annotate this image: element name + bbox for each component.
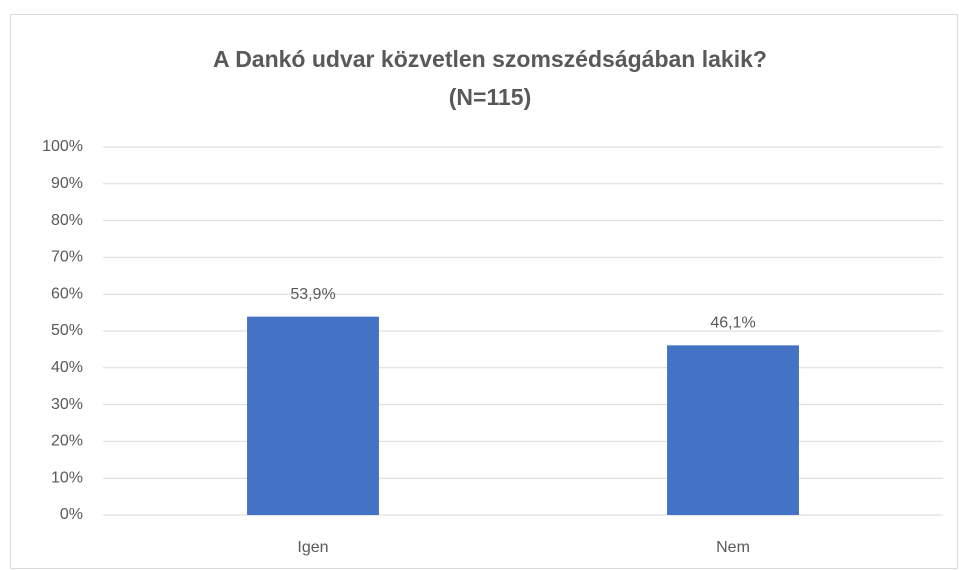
bar bbox=[667, 345, 799, 515]
y-tick-label: 90% bbox=[51, 175, 83, 192]
y-tick-label: 50% bbox=[51, 322, 83, 339]
y-tick-label: 100% bbox=[42, 138, 83, 155]
y-tick-label: 0% bbox=[60, 506, 83, 523]
x-tick-label: Igen bbox=[297, 539, 328, 556]
chart-border bbox=[10, 14, 958, 569]
y-tick-label: 20% bbox=[51, 433, 83, 450]
y-tick-label: 60% bbox=[51, 285, 83, 302]
x-tick-label: Nem bbox=[716, 539, 750, 556]
chart-title: A Dankó udvar közvetlen szomszédságában … bbox=[213, 46, 767, 72]
y-tick-label: 80% bbox=[51, 212, 83, 229]
data-label: 53,9% bbox=[290, 286, 335, 303]
chart-title: (N=115) bbox=[449, 84, 531, 110]
y-tick-label: 70% bbox=[51, 249, 83, 266]
bar bbox=[247, 316, 379, 515]
y-tick-label: 10% bbox=[51, 469, 83, 486]
y-tick-label: 40% bbox=[51, 359, 83, 376]
y-tick-label: 30% bbox=[51, 396, 83, 413]
data-label: 46,1% bbox=[710, 315, 755, 332]
